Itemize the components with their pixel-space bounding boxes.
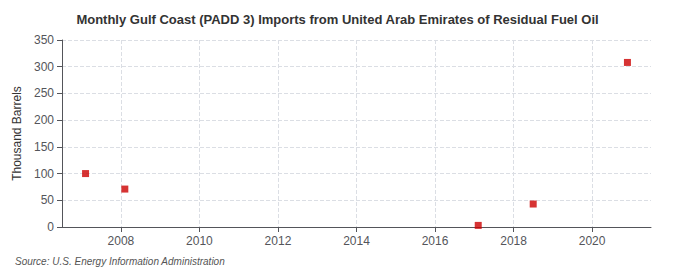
svg-text:50: 50 (41, 193, 55, 207)
svg-text:2010: 2010 (186, 234, 213, 248)
svg-text:Monthly Gulf Coast (PADD 3) Im: Monthly Gulf Coast (PADD 3) Imports from… (76, 12, 598, 27)
svg-text:200: 200 (34, 113, 54, 127)
svg-text:2012: 2012 (265, 234, 292, 248)
svg-text:250: 250 (34, 86, 54, 100)
svg-text:2018: 2018 (500, 234, 527, 248)
svg-text:0: 0 (47, 220, 54, 234)
svg-text:2020: 2020 (579, 234, 606, 248)
svg-text:2008: 2008 (108, 234, 135, 248)
svg-text:2016: 2016 (422, 234, 449, 248)
svg-text:100: 100 (34, 167, 54, 181)
svg-text:350: 350 (34, 33, 54, 47)
svg-text:150: 150 (34, 140, 54, 154)
svg-text:2014: 2014 (343, 234, 370, 248)
svg-text:Thousand Barrels: Thousand Barrels (10, 86, 24, 181)
svg-text:300: 300 (34, 60, 54, 74)
svg-text:Source: U.S. Energy Informatio: Source: U.S. Energy Information Administ… (15, 256, 225, 267)
